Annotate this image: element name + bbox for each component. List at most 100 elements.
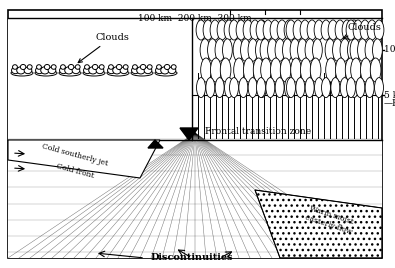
Ellipse shape bbox=[370, 58, 381, 82]
Ellipse shape bbox=[207, 39, 217, 61]
Ellipse shape bbox=[210, 20, 220, 40]
Ellipse shape bbox=[271, 58, 281, 82]
Ellipse shape bbox=[241, 39, 250, 61]
Ellipse shape bbox=[65, 67, 73, 74]
Ellipse shape bbox=[257, 20, 267, 40]
Ellipse shape bbox=[200, 39, 210, 61]
Ellipse shape bbox=[350, 39, 360, 61]
Ellipse shape bbox=[322, 78, 331, 98]
Ellipse shape bbox=[284, 78, 293, 98]
Polygon shape bbox=[180, 128, 198, 140]
Ellipse shape bbox=[27, 65, 32, 69]
Ellipse shape bbox=[215, 78, 224, 98]
Ellipse shape bbox=[270, 20, 280, 40]
Ellipse shape bbox=[256, 20, 266, 40]
Ellipse shape bbox=[280, 58, 291, 82]
Ellipse shape bbox=[374, 20, 384, 40]
Ellipse shape bbox=[291, 58, 301, 82]
Ellipse shape bbox=[229, 20, 239, 40]
Ellipse shape bbox=[335, 20, 345, 40]
Ellipse shape bbox=[60, 67, 67, 74]
Ellipse shape bbox=[197, 78, 205, 98]
Ellipse shape bbox=[266, 78, 275, 98]
Text: 5 km: 5 km bbox=[384, 91, 395, 99]
Ellipse shape bbox=[365, 39, 375, 61]
Ellipse shape bbox=[113, 67, 121, 74]
Ellipse shape bbox=[75, 65, 80, 69]
Ellipse shape bbox=[44, 65, 50, 69]
Ellipse shape bbox=[206, 78, 215, 98]
Ellipse shape bbox=[374, 78, 384, 98]
Ellipse shape bbox=[131, 70, 153, 76]
Ellipse shape bbox=[48, 67, 56, 74]
Ellipse shape bbox=[275, 78, 284, 98]
Ellipse shape bbox=[335, 58, 346, 82]
Ellipse shape bbox=[85, 65, 89, 69]
Ellipse shape bbox=[340, 39, 350, 61]
Ellipse shape bbox=[109, 65, 113, 69]
Ellipse shape bbox=[253, 58, 264, 82]
Ellipse shape bbox=[11, 67, 19, 74]
Ellipse shape bbox=[17, 67, 25, 74]
Ellipse shape bbox=[350, 78, 359, 98]
Text: Frontal transition zone: Frontal transition zone bbox=[205, 127, 311, 136]
Ellipse shape bbox=[41, 67, 49, 74]
Ellipse shape bbox=[286, 78, 295, 98]
Ellipse shape bbox=[256, 39, 265, 61]
Ellipse shape bbox=[290, 39, 300, 61]
Ellipse shape bbox=[224, 20, 234, 40]
Ellipse shape bbox=[196, 20, 206, 40]
Ellipse shape bbox=[367, 20, 377, 40]
Ellipse shape bbox=[156, 65, 162, 69]
Ellipse shape bbox=[305, 78, 314, 98]
Polygon shape bbox=[148, 140, 163, 148]
Polygon shape bbox=[8, 140, 382, 258]
Ellipse shape bbox=[307, 20, 317, 40]
Ellipse shape bbox=[286, 20, 296, 40]
Ellipse shape bbox=[156, 67, 163, 74]
Ellipse shape bbox=[250, 20, 260, 40]
Ellipse shape bbox=[345, 58, 356, 82]
Ellipse shape bbox=[132, 67, 139, 74]
Ellipse shape bbox=[161, 67, 169, 74]
Ellipse shape bbox=[348, 39, 357, 61]
Ellipse shape bbox=[224, 78, 233, 98]
Ellipse shape bbox=[99, 65, 104, 69]
Ellipse shape bbox=[68, 65, 74, 69]
Ellipse shape bbox=[137, 67, 145, 74]
Ellipse shape bbox=[346, 78, 356, 98]
Ellipse shape bbox=[37, 65, 41, 69]
Ellipse shape bbox=[168, 67, 176, 74]
Ellipse shape bbox=[84, 67, 91, 74]
Ellipse shape bbox=[293, 20, 303, 40]
Ellipse shape bbox=[314, 20, 324, 40]
Ellipse shape bbox=[201, 58, 211, 82]
Ellipse shape bbox=[36, 67, 43, 74]
Ellipse shape bbox=[239, 78, 248, 98]
Ellipse shape bbox=[261, 58, 271, 82]
Text: Warm moist
easterly flow: Warm moist easterly flow bbox=[304, 204, 356, 236]
Ellipse shape bbox=[260, 39, 270, 61]
Ellipse shape bbox=[60, 65, 66, 69]
Ellipse shape bbox=[356, 78, 365, 98]
Ellipse shape bbox=[282, 39, 292, 61]
Ellipse shape bbox=[96, 67, 104, 74]
Ellipse shape bbox=[236, 20, 246, 40]
Ellipse shape bbox=[314, 78, 324, 98]
Ellipse shape bbox=[328, 20, 338, 40]
Ellipse shape bbox=[89, 67, 97, 74]
Ellipse shape bbox=[107, 70, 129, 76]
Ellipse shape bbox=[275, 39, 285, 61]
Ellipse shape bbox=[24, 67, 32, 74]
Text: 100 km  200 km  300 km: 100 km 200 km 300 km bbox=[138, 14, 252, 23]
Ellipse shape bbox=[92, 65, 98, 69]
Ellipse shape bbox=[267, 39, 277, 61]
Ellipse shape bbox=[59, 70, 81, 76]
Ellipse shape bbox=[234, 58, 245, 82]
Ellipse shape bbox=[229, 78, 239, 98]
Ellipse shape bbox=[325, 39, 335, 61]
Ellipse shape bbox=[243, 58, 254, 82]
Ellipse shape bbox=[243, 20, 253, 40]
Ellipse shape bbox=[220, 58, 231, 82]
Ellipse shape bbox=[277, 20, 287, 40]
